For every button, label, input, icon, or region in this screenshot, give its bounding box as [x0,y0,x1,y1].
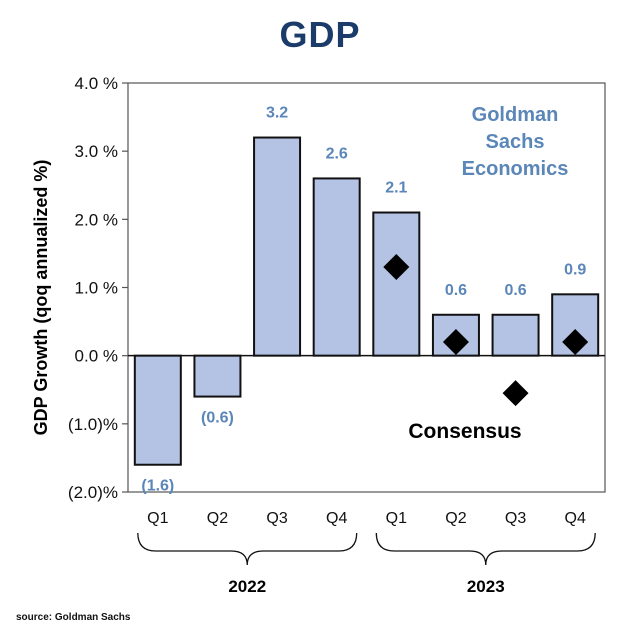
year-label: 2023 [467,577,505,596]
x-tick-label: Q4 [565,510,586,527]
y-tick-label: 4.0 % [75,74,118,93]
gdp-chart: 4.0 % 3.0 % 2.0 % 1.0 % 0.0 % (1.0)% (2.0)% GDP… [31,74,606,596]
gs-legend-label: Sachs [486,131,545,153]
consensus-marker [442,329,469,356]
y-tick-label: (2.0)% [68,483,118,502]
consensus-marker [502,380,529,407]
bar [491,313,540,357]
data-label: 2.1 [385,180,407,197]
bar [133,354,182,466]
x-tick-label: Q2 [207,510,228,527]
page-title: GDP [279,14,361,55]
gs-legend-label: Goldman [472,104,559,126]
data-label: 3.2 [266,105,288,122]
data-label: 0.6 [445,282,467,299]
gs-legend-label: Economics [462,158,569,180]
x-tick-label: Q3 [266,510,287,527]
bar [312,177,361,357]
data-label: 0.6 [504,282,526,299]
y-tick-label: 1.0 % [75,279,118,298]
consensus-marker [383,254,410,281]
x-tick-label: Q2 [445,510,466,527]
x-tick-label: Q4 [326,510,347,527]
year-brace [375,532,596,566]
y-tick-label: 3.0 % [75,142,118,161]
bar [372,211,421,357]
consensus-legend-label: Consensus [408,420,521,443]
bar [253,136,302,357]
data-label: (0.6) [201,410,234,427]
x-tick-label: Q1 [386,510,407,527]
year-label: 2022 [228,577,266,596]
x-tick-label: Q1 [147,510,168,527]
y-tick-label: 0.0 % [75,347,118,366]
bar [193,354,242,398]
source-note: source: Goldman Sachs [16,612,131,623]
y-axis-title: GDP Growth (qoq annualized %) [31,160,51,436]
y-tick-label: (1.0)% [68,415,118,434]
data-label: 0.9 [564,261,586,278]
data-label: 2.6 [326,145,348,162]
data-label: (1.6) [141,478,174,495]
year-brace [137,532,358,566]
y-tick-label: 2.0 % [75,210,118,229]
x-tick-label: Q3 [505,510,526,527]
consensus-marker [562,329,589,356]
